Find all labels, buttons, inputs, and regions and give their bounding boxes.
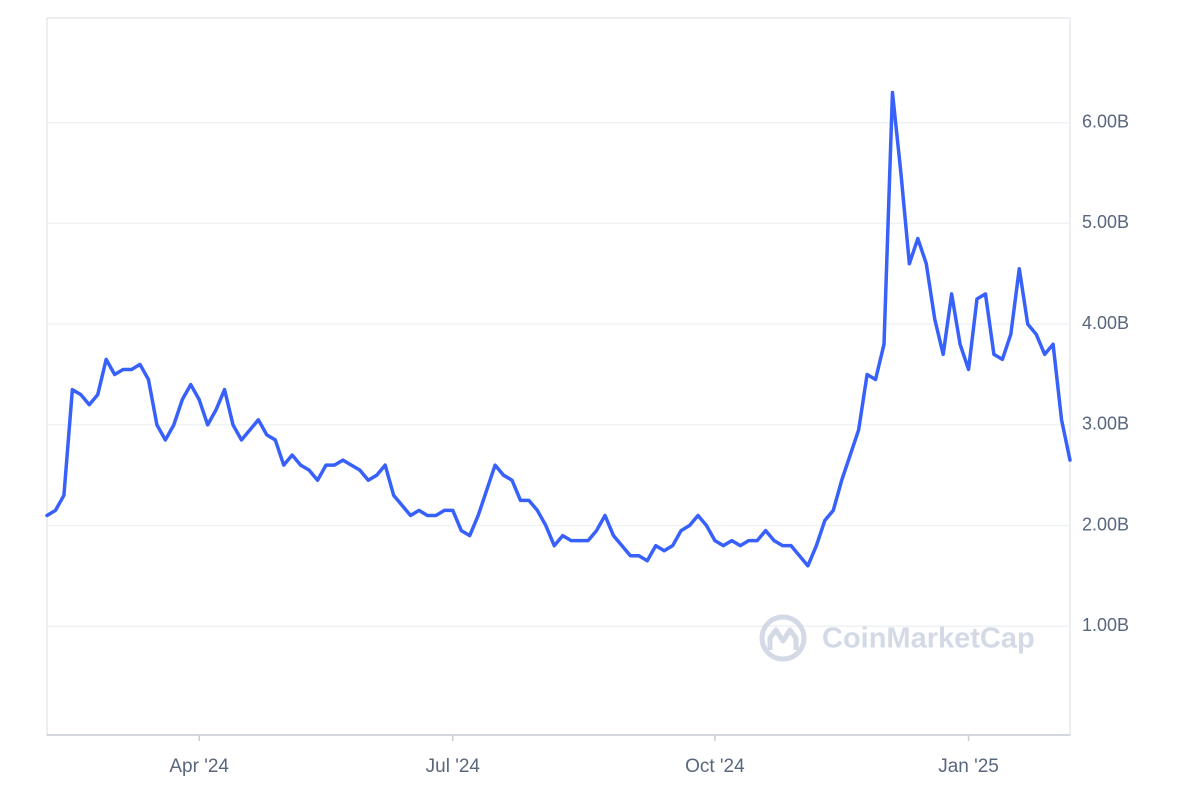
y-tick-label: 3.00B (1082, 414, 1129, 434)
watermark-logo (759, 614, 807, 662)
watermark-logo-mark (767, 627, 799, 650)
y-tick-label: 6.00B (1082, 111, 1129, 131)
y-tick-label: 1.00B (1082, 615, 1129, 635)
y-tick-label: 2.00B (1082, 514, 1129, 534)
y-tick-label: 5.00B (1082, 212, 1129, 232)
x-tick-label: Oct '24 (685, 756, 745, 777)
x-tick-label: Jul '24 (426, 756, 481, 777)
grid (47, 121, 1070, 627)
watermark: CoinMarketCap (759, 614, 1035, 662)
watermark-text: CoinMarketCap (822, 623, 1035, 655)
x-tick-label: Jan '25 (938, 756, 999, 777)
x-tick-label: Apr '24 (169, 756, 229, 777)
y-tick-label: 4.00B (1082, 313, 1129, 333)
marks (45, 90, 1072, 568)
series-line (45, 90, 1072, 568)
